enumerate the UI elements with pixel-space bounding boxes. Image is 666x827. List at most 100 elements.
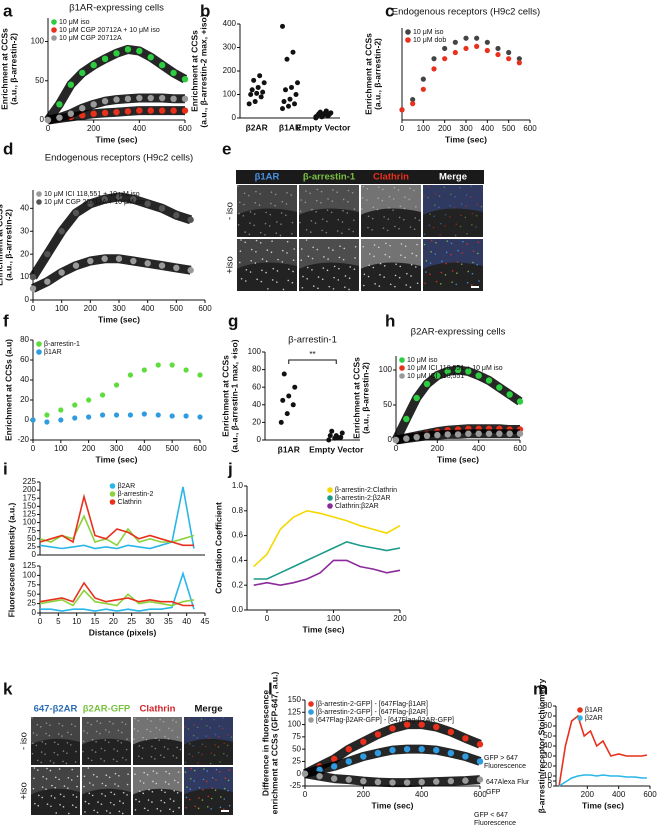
speckle: [291, 281, 294, 284]
data-point: [158, 94, 166, 102]
speckle: [255, 239, 258, 242]
speckle: [63, 795, 65, 798]
data-point: [158, 61, 166, 69]
speckle: [65, 762, 68, 765]
data-point: [79, 69, 86, 77]
speckle: [328, 285, 331, 288]
data-point: [516, 60, 522, 66]
data-point: [418, 745, 425, 753]
speckle: [121, 721, 124, 723]
speckle: [151, 745, 153, 748]
speckle: [205, 745, 207, 748]
speckle: [353, 268, 356, 271]
data-point: [454, 431, 462, 438]
y-tick-label: 75: [27, 580, 36, 589]
speckle: [41, 740, 43, 743]
speckle: [240, 277, 243, 280]
y-tick-label: 25: [292, 757, 301, 766]
speckle: [36, 734, 38, 736]
data-point: [173, 212, 180, 219]
speckle: [280, 212, 283, 214]
speckle: [261, 258, 264, 260]
speckle: [366, 188, 369, 190]
speckle: [387, 218, 390, 220]
data-point: [281, 99, 287, 105]
data-point: [158, 107, 166, 114]
x-tick-label: β1AR: [279, 122, 301, 132]
data-point: [136, 47, 143, 55]
speckle: [471, 223, 473, 226]
speckle: [281, 200, 284, 203]
speckle: [53, 751, 56, 754]
speckle: [205, 735, 208, 737]
cell-region: [31, 717, 80, 745]
speckle: [176, 746, 178, 749]
data-point: [72, 262, 80, 269]
speckle: [344, 275, 347, 277]
speckle: [48, 734, 51, 737]
data-point: [99, 412, 106, 418]
speckle: [377, 197, 379, 200]
speckle: [34, 802, 36, 805]
data-point: [158, 262, 166, 269]
speckle: [325, 231, 328, 234]
speckle: [414, 217, 417, 219]
speckle: [466, 243, 468, 245]
y-tick-label: 20: [252, 418, 261, 427]
y-tick-label: 100: [223, 90, 237, 99]
data-point: [197, 414, 203, 420]
x-tick-label: 200: [87, 124, 101, 133]
speckle: [99, 732, 101, 735]
speckle: [117, 729, 120, 732]
panel-title: Endogenous receptors (H9c2 cells): [392, 7, 540, 18]
speckle: [367, 226, 369, 229]
data-point: [158, 205, 166, 212]
speckle: [441, 260, 443, 263]
speckle: [159, 754, 162, 757]
x-tick-label: 0: [31, 304, 36, 313]
y-axis-label: (a.u., β-arrestin-2): [372, 38, 382, 110]
data-point: [474, 35, 480, 41]
series-line: [558, 774, 647, 787]
speckle: [389, 244, 391, 247]
y-tick-label: 50: [35, 76, 44, 85]
data-point: [141, 411, 147, 417]
speckle: [404, 196, 406, 199]
row-label: - iso: [225, 202, 236, 220]
speckle: [159, 810, 162, 812]
y-tick-label: 40: [543, 741, 552, 750]
speckle: [151, 790, 154, 793]
speckle: [327, 258, 329, 260]
speckle: [86, 732, 89, 734]
speckle: [32, 787, 35, 790]
speckle: [164, 781, 167, 783]
speckle: [67, 731, 69, 734]
x-axis-label: Time (sec): [445, 134, 487, 144]
speckle: [275, 232, 278, 234]
speckle: [445, 262, 447, 265]
speckle: [409, 226, 412, 228]
data-point: [181, 76, 189, 83]
speckle: [291, 221, 294, 224]
speckle: [218, 725, 221, 728]
error-band: [31, 254, 192, 293]
speckle: [285, 214, 287, 217]
speckle: [177, 771, 180, 773]
y-tick-label: 30: [20, 226, 29, 235]
speckle: [429, 213, 431, 215]
speckle: [475, 214, 478, 217]
speckle: [206, 780, 208, 783]
speckle: [270, 191, 273, 193]
speckle: [339, 245, 341, 247]
cell-region: [299, 239, 359, 269]
series-line: [253, 559, 401, 587]
speckle: [57, 733, 60, 735]
y-tick-label: 200: [223, 66, 237, 75]
speckle: [343, 247, 346, 250]
x-tick-label: 200: [431, 444, 445, 453]
speckle: [371, 217, 374, 220]
speckle: [40, 761, 43, 764]
speckle: [466, 232, 468, 235]
data-point: [495, 45, 501, 52]
speckle: [347, 189, 350, 192]
